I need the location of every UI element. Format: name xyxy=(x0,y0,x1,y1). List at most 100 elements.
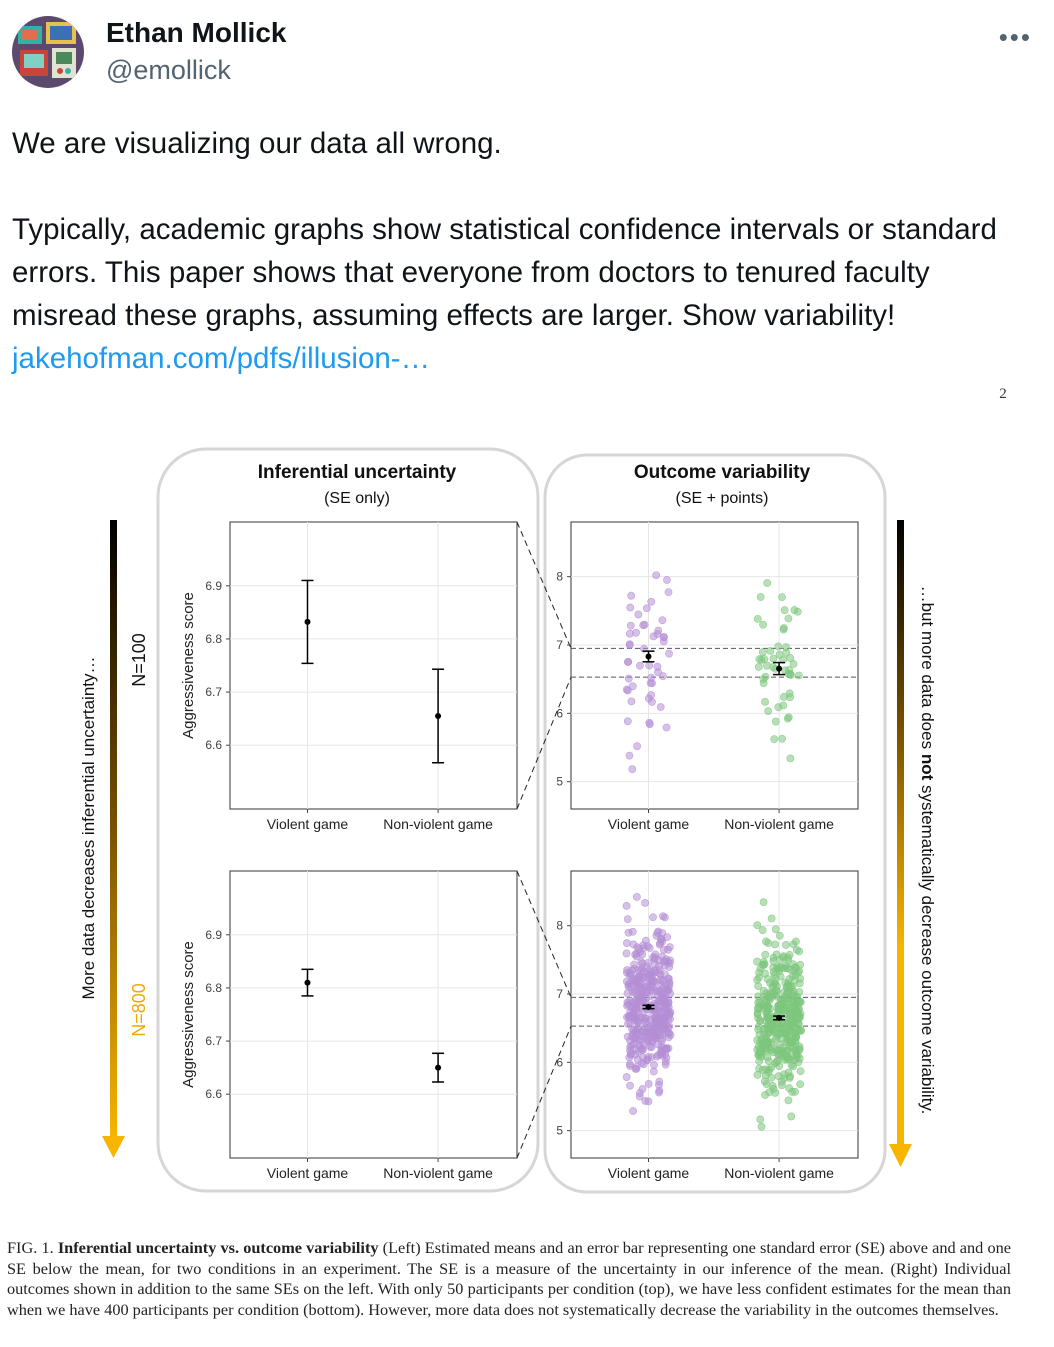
data-point xyxy=(654,668,662,677)
y-tick-label: 8 xyxy=(556,919,563,933)
data-point xyxy=(774,642,783,651)
data-point xyxy=(662,1053,671,1062)
data-point xyxy=(769,981,777,990)
data-point xyxy=(624,980,633,989)
data-point xyxy=(761,950,770,959)
data-point xyxy=(622,949,631,958)
tweet-text: We are visualizing our data all wrong. T… xyxy=(12,122,1042,380)
data-point xyxy=(790,967,798,975)
data-point xyxy=(661,1014,670,1022)
data-point xyxy=(781,978,790,987)
data-point xyxy=(754,663,763,671)
data-point xyxy=(759,1044,768,1053)
data-point xyxy=(754,1022,763,1031)
data-point xyxy=(628,927,637,936)
y-tick-label: 6.9 xyxy=(205,928,222,942)
data-point xyxy=(786,1038,795,1046)
y-tick-label: 6.8 xyxy=(205,981,222,995)
data-point xyxy=(759,898,768,907)
data-point xyxy=(639,944,648,953)
data-point xyxy=(661,1060,670,1069)
data-point xyxy=(660,633,668,642)
mean-point xyxy=(435,1064,442,1071)
y-tick-label: 6.6 xyxy=(205,1087,222,1101)
tweet-line-1: We are visualizing our data all wrong. xyxy=(12,127,502,160)
data-point xyxy=(753,957,761,966)
data-point xyxy=(779,701,788,710)
left-arrow-shaft xyxy=(110,520,117,1138)
plot-area xyxy=(229,521,518,810)
data-point xyxy=(634,610,643,619)
data-point xyxy=(625,640,634,649)
data-point xyxy=(637,1046,646,1054)
y-tick-label: 6.7 xyxy=(205,1034,222,1048)
right-arrow-text: …but more data does not systematically d… xyxy=(918,586,937,1115)
data-point xyxy=(764,1057,773,1065)
data-point xyxy=(623,915,632,924)
data-point xyxy=(664,588,673,597)
y-axis-label: Aggressiveness score xyxy=(180,941,197,1088)
left-title: Inferential uncertainty xyxy=(258,462,457,483)
author-name[interactable]: Ethan Mollick xyxy=(106,17,287,48)
data-point xyxy=(789,990,798,998)
data-point xyxy=(758,926,767,934)
data-point xyxy=(796,1067,805,1076)
mean-point xyxy=(776,1014,783,1021)
data-point xyxy=(768,1081,777,1090)
data-point xyxy=(662,723,671,732)
tweet-link[interactable]: jakehofman.com/pdfs/illusion-… xyxy=(12,342,431,375)
data-point xyxy=(755,655,764,664)
data-point xyxy=(655,1086,664,1095)
y-tick-label: 6 xyxy=(556,706,563,720)
data-point xyxy=(665,1022,674,1031)
data-point xyxy=(755,1064,763,1073)
author-handle[interactable]: @emollick xyxy=(106,55,231,85)
data-point xyxy=(622,939,631,948)
data-point xyxy=(763,579,772,587)
data-point xyxy=(759,620,767,629)
data-point xyxy=(795,1054,804,1063)
data-point xyxy=(757,1122,766,1131)
data-point xyxy=(633,742,641,751)
data-point xyxy=(640,620,649,629)
data-point xyxy=(639,996,648,1005)
data-point xyxy=(785,666,794,674)
data-point xyxy=(627,591,636,600)
data-point xyxy=(767,1073,776,1082)
data-point xyxy=(784,614,793,623)
more-options-icon[interactable]: ••• xyxy=(998,22,1032,52)
y-tick-label: 6 xyxy=(556,1055,563,1069)
avatar[interactable] xyxy=(12,16,84,88)
data-point xyxy=(663,576,671,584)
data-point xyxy=(778,964,787,972)
data-point xyxy=(781,1028,790,1037)
data-point xyxy=(780,606,789,615)
data-point xyxy=(761,698,769,706)
data-point xyxy=(647,1043,656,1052)
data-point xyxy=(785,1010,794,1019)
data-point xyxy=(794,671,803,680)
data-point xyxy=(759,679,768,688)
data-point xyxy=(771,1035,780,1044)
data-point xyxy=(764,707,773,716)
data-point xyxy=(796,1080,805,1089)
data-point xyxy=(782,941,790,949)
figure-image[interactable]: 2 Inferential uncertainty (SE only) Outc… xyxy=(0,380,1054,1230)
data-point xyxy=(625,969,634,977)
page-number: 2 xyxy=(999,386,1007,402)
data-point xyxy=(628,1013,637,1022)
mean-point xyxy=(645,653,652,660)
y-axis-label: Aggressiveness score xyxy=(180,592,197,739)
data-point xyxy=(644,959,652,967)
mean-point xyxy=(304,979,311,986)
data-point xyxy=(764,939,773,948)
data-point xyxy=(632,892,641,901)
data-point xyxy=(643,1037,651,1045)
left-arrow-head xyxy=(102,1136,125,1158)
data-point xyxy=(770,735,779,744)
data-point xyxy=(779,952,788,961)
data-point xyxy=(766,646,775,655)
y-tick-label: 6.9 xyxy=(205,579,222,593)
n800-label: N=800 xyxy=(129,983,149,1037)
y-tick-label: 7 xyxy=(556,638,563,652)
